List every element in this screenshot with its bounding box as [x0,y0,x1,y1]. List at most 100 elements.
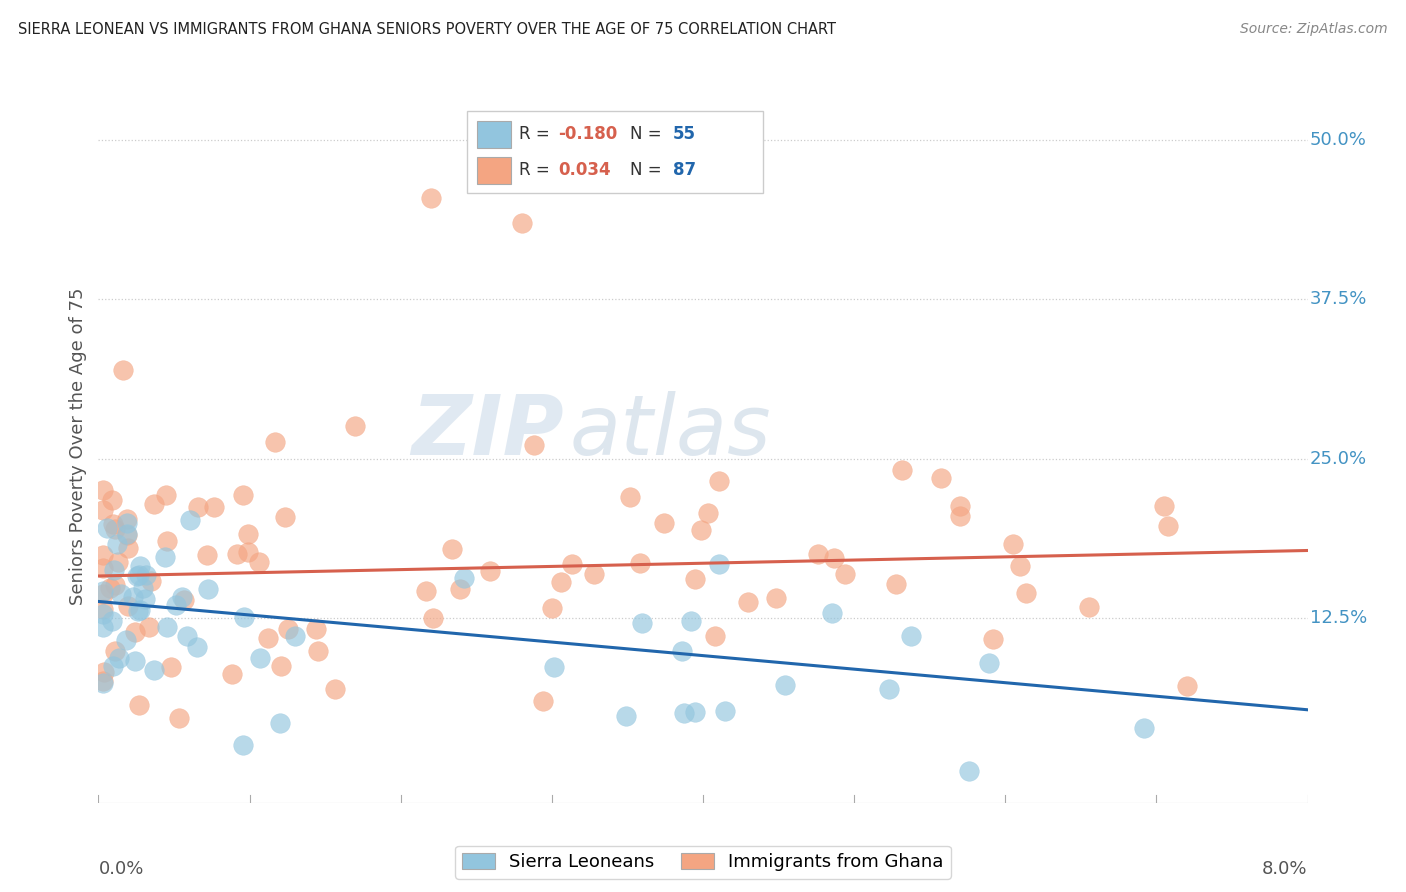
Point [561,558,583,572]
Point [834,566,856,581]
Point [93,665,115,679]
Point [543,660,565,674]
Text: R =: R = [519,161,555,178]
Point [949,500,972,514]
Point [440,541,463,556]
Text: 25.0%: 25.0% [1310,450,1367,467]
Point [307,644,329,658]
Point [156,534,179,549]
Point [155,488,177,502]
Point [225,547,247,561]
Point [671,643,693,657]
Point [127,604,149,618]
Text: 12.5%: 12.5% [1310,609,1367,627]
FancyBboxPatch shape [477,120,510,148]
Text: 0.034: 0.034 [558,161,610,178]
Point [221,667,243,681]
Point [117,516,139,530]
Point [540,601,562,615]
Point [531,693,554,707]
Text: 8.0%: 8.0% [1263,860,1308,878]
Point [104,578,127,592]
Text: 87: 87 [672,161,696,178]
Point [269,715,291,730]
Point [103,563,125,577]
Point [112,362,135,376]
Point [614,709,637,723]
Point [929,471,952,485]
Text: SIERRA LEONEAN VS IMMIGRANTS FROM GHANA SENIORS POVERTY OVER THE AGE OF 75 CORRE: SIERRA LEONEAN VS IMMIGRANTS FROM GHANA … [18,22,837,37]
Point [169,711,191,725]
Point [1008,558,1031,573]
Point [422,611,444,625]
Point [115,632,138,647]
Point [125,568,148,582]
Point [879,682,901,697]
Point [981,632,1004,647]
Point [202,500,225,514]
Legend: Sierra Leoneans, Immigrants from Ghana: Sierra Leoneans, Immigrants from Ghana [456,846,950,879]
Point [98,581,121,595]
Point [453,571,475,585]
Point [1078,599,1101,614]
Point [652,516,675,530]
Text: 50.0%: 50.0% [1310,131,1367,149]
Point [823,550,845,565]
Point [155,549,177,564]
Point [979,656,1001,670]
Point [124,654,146,668]
Point [91,483,114,498]
Point [101,517,124,532]
Point [1153,499,1175,513]
Point [583,567,606,582]
Point [91,548,114,562]
Point [343,419,366,434]
Point [683,705,706,719]
Point [232,488,254,502]
Point [91,584,114,599]
Point [187,500,209,514]
Point [91,607,114,622]
Point [173,592,195,607]
Point [949,509,972,524]
Point [186,640,208,655]
Point [128,698,150,712]
Text: atlas: atlas [569,392,772,472]
Point [159,660,181,674]
Point [129,559,152,574]
Point [523,438,546,452]
Text: R =: R = [519,125,555,143]
Point [134,591,156,606]
Point [510,216,533,230]
Point [100,492,122,507]
Point [263,434,285,449]
Point [274,509,297,524]
Point [631,615,654,630]
Point [696,506,718,520]
Point [277,622,299,636]
Point [807,547,830,561]
Point [165,598,187,612]
Point [619,490,641,504]
Point [117,599,139,614]
Point [420,190,443,204]
Point [685,572,707,586]
Point [628,556,651,570]
Point [124,624,146,639]
Point [270,659,292,673]
Point [714,704,737,718]
Point [236,526,259,541]
Point [135,568,157,582]
Point [138,620,160,634]
Point [128,567,150,582]
Point [197,582,219,597]
Point [1015,586,1038,600]
Point [707,474,730,488]
Point [142,664,165,678]
Text: Source: ZipAtlas.com: Source: ZipAtlas.com [1240,22,1388,37]
Point [91,587,114,601]
Point [115,527,138,541]
Point [689,523,711,537]
Text: 55: 55 [672,125,696,143]
Point [1133,721,1156,735]
